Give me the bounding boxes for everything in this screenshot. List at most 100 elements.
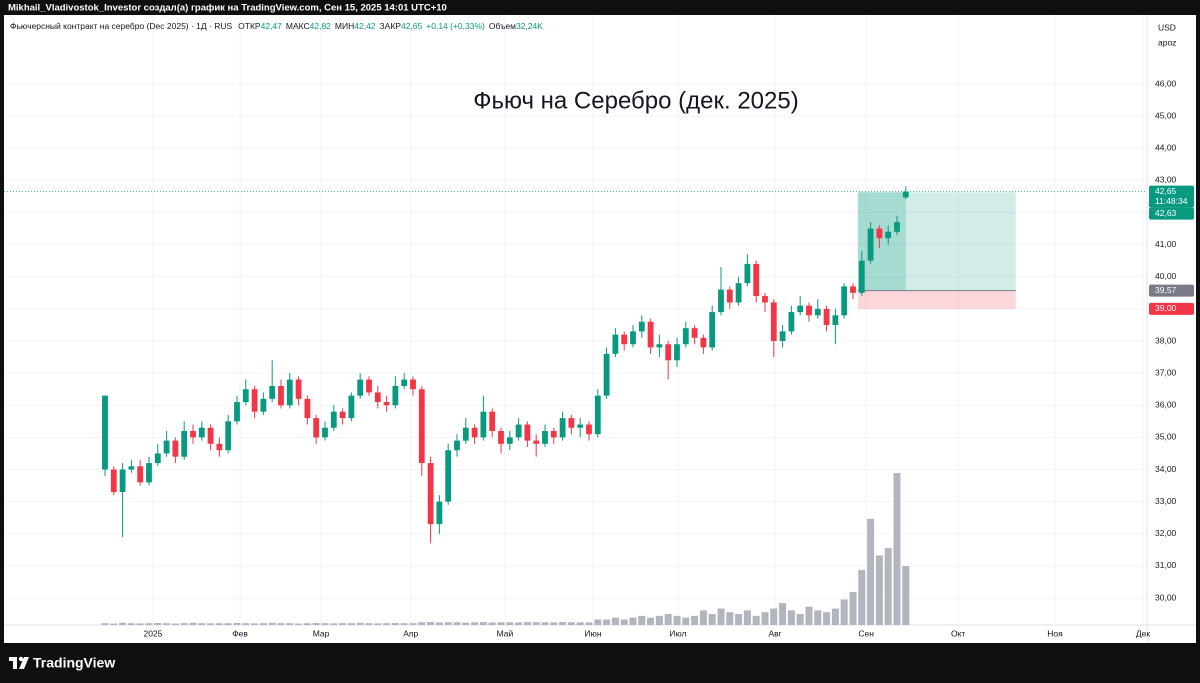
position-loss-zone [857, 290, 1016, 309]
volume-bar [576, 622, 584, 625]
volume-bar [286, 623, 294, 625]
x-tick-label: Ноя [1047, 628, 1063, 638]
volume-bar [506, 622, 514, 625]
candle-body [418, 389, 425, 464]
candle-body [304, 398, 311, 419]
candle-body [542, 430, 548, 444]
volume-layer [101, 473, 910, 625]
candle-body [832, 315, 839, 325]
volume-bar [277, 623, 285, 625]
logo-shape [19, 657, 29, 669]
volume-bar [805, 606, 813, 625]
x-tick-label: Сен [858, 628, 874, 638]
candle-body [445, 450, 452, 502]
candle-body [260, 398, 267, 412]
volume-bar [699, 610, 707, 625]
brand-logo [9, 656, 29, 669]
volume-bar [312, 622, 320, 625]
candle-body [876, 228, 883, 239]
author-line: Mikhail_Vladivostok_Investor создал(а) г… [8, 3, 447, 14]
y-tick-label: 46,00 [1155, 78, 1177, 88]
volume-bar [664, 614, 672, 625]
candle-body [594, 395, 601, 435]
candle-body [339, 411, 346, 419]
position-profit-zone [857, 192, 1016, 291]
volume-bar [550, 622, 558, 625]
candle-body [709, 312, 716, 348]
candle-body [638, 321, 645, 332]
candle-body [691, 328, 698, 338]
candle-body [146, 463, 152, 483]
volume-bar [691, 615, 699, 625]
chart-title: Фьюч на Серебро (дек. 2025) [473, 87, 798, 114]
candle-body [489, 411, 496, 431]
legend: Фьючерсный контракт на серебро (Dec 2025… [10, 21, 543, 31]
volume-bar [119, 622, 127, 625]
candle-body [612, 334, 619, 354]
candle-body [251, 389, 258, 412]
volume-bar [303, 623, 311, 625]
candle-body [797, 305, 804, 313]
candle-body [330, 411, 337, 428]
volume-bar [409, 623, 417, 625]
volume-bar [180, 623, 188, 625]
candle-body [762, 296, 768, 303]
volume-bar [145, 623, 153, 625]
x-tick-label: Июн [584, 628, 601, 638]
candle-body [374, 392, 381, 403]
volume-bar [391, 622, 399, 625]
candle-body [366, 379, 372, 393]
volume-bar [488, 622, 496, 625]
candle-body [137, 466, 144, 483]
volume-bar [867, 518, 875, 625]
candle-body [885, 231, 892, 239]
volume-bar [418, 622, 426, 625]
legend-field-label: МИН [335, 21, 354, 31]
price-label: 42,63 [1155, 208, 1177, 218]
volume-bar [321, 623, 329, 625]
logo-shape [18, 656, 24, 662]
candle-body [770, 302, 777, 342]
volume-bar [268, 622, 276, 625]
candle-body [726, 289, 733, 303]
price-label-box [1149, 207, 1194, 220]
volume-bar [242, 623, 250, 625]
axes-layer: 30,00 31,00 32,00 33,00 34,00 35,00 36,00 37,00… [143, 78, 1194, 638]
price-label: 42,65 [1155, 186, 1177, 196]
x-tick-label: Авг [768, 628, 781, 638]
candle-body [498, 430, 504, 444]
volume-bar [647, 617, 655, 625]
candle-body [462, 427, 469, 441]
volume-bar [532, 622, 540, 625]
candle-body [278, 385, 284, 406]
price-label-box [1149, 284, 1194, 297]
volume-bar [620, 619, 628, 625]
candle-body [858, 260, 865, 293]
volume-bar [638, 615, 646, 625]
y-tick-label: 35,00 [1155, 432, 1177, 442]
x-tick-label: Дек [1136, 628, 1150, 638]
legend-field-value: 42,47 [261, 21, 283, 31]
y-tick-label: 32,00 [1155, 528, 1177, 538]
candle-body [674, 344, 680, 361]
candle-body [577, 424, 584, 428]
scale-mode: apoz [1158, 37, 1176, 47]
volume-bar [523, 622, 531, 625]
volume-bar [171, 623, 179, 625]
candle-body [806, 305, 812, 316]
legend-field-value: 42,42 [354, 21, 376, 31]
candle-body [436, 501, 443, 525]
candle-body [788, 312, 795, 332]
volume-bar [673, 615, 681, 625]
volume-bar [752, 615, 760, 625]
volume-bar [462, 622, 470, 625]
volume-bar [207, 623, 215, 625]
volume-bar [787, 610, 795, 625]
volume-bar [383, 623, 391, 625]
x-tick-label: Апр [403, 628, 418, 638]
volume-bar [770, 608, 778, 625]
volume-bar [823, 612, 831, 625]
volume-bar [347, 623, 355, 625]
volume-bar [726, 612, 734, 625]
